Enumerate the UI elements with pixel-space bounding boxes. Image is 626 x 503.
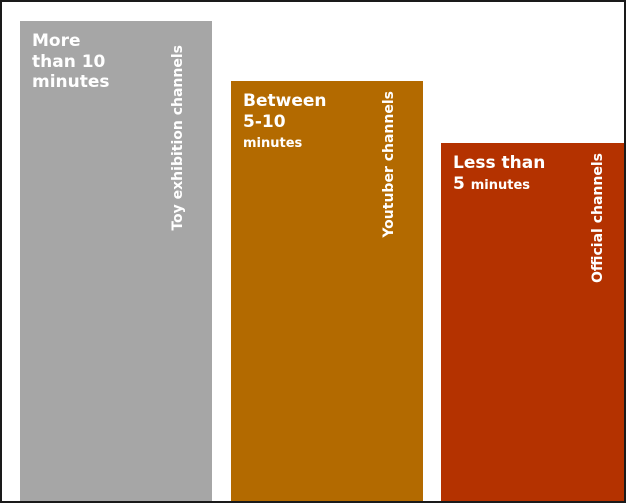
bar-caption: Between 5-10 minutes [243, 91, 326, 152]
caption-line: Between [243, 91, 327, 111]
caption-line: Less than [453, 153, 546, 173]
channel-label: Official channels [590, 153, 606, 284]
channel-label: Toy exhibition channels [170, 45, 186, 231]
caption-line: 5-10 [243, 111, 286, 132]
channel-label: Youtuber channels [381, 91, 397, 238]
caption-fragment: 5 [453, 173, 465, 194]
caption-line: minutes [32, 72, 110, 93]
bar-caption: Less than 5 minutes [453, 153, 545, 194]
caption-fragment: minutes [470, 177, 531, 193]
caption-line: minutes [243, 136, 303, 152]
bar-more-than-10-minutes: More than 10 minutes Toy exhibition chan… [20, 21, 212, 501]
caption-line: More [32, 31, 81, 51]
bar-caption: More than 10 minutes [32, 31, 110, 93]
bar-between-5-10-minutes: Between 5-10 minutes Youtuber channels [231, 81, 423, 501]
caption-line: than 10 [32, 51, 106, 72]
bar-less-than-5-minutes: Less than 5 minutes Official channels [441, 143, 624, 501]
caption-line: 5 minutes [453, 174, 545, 195]
